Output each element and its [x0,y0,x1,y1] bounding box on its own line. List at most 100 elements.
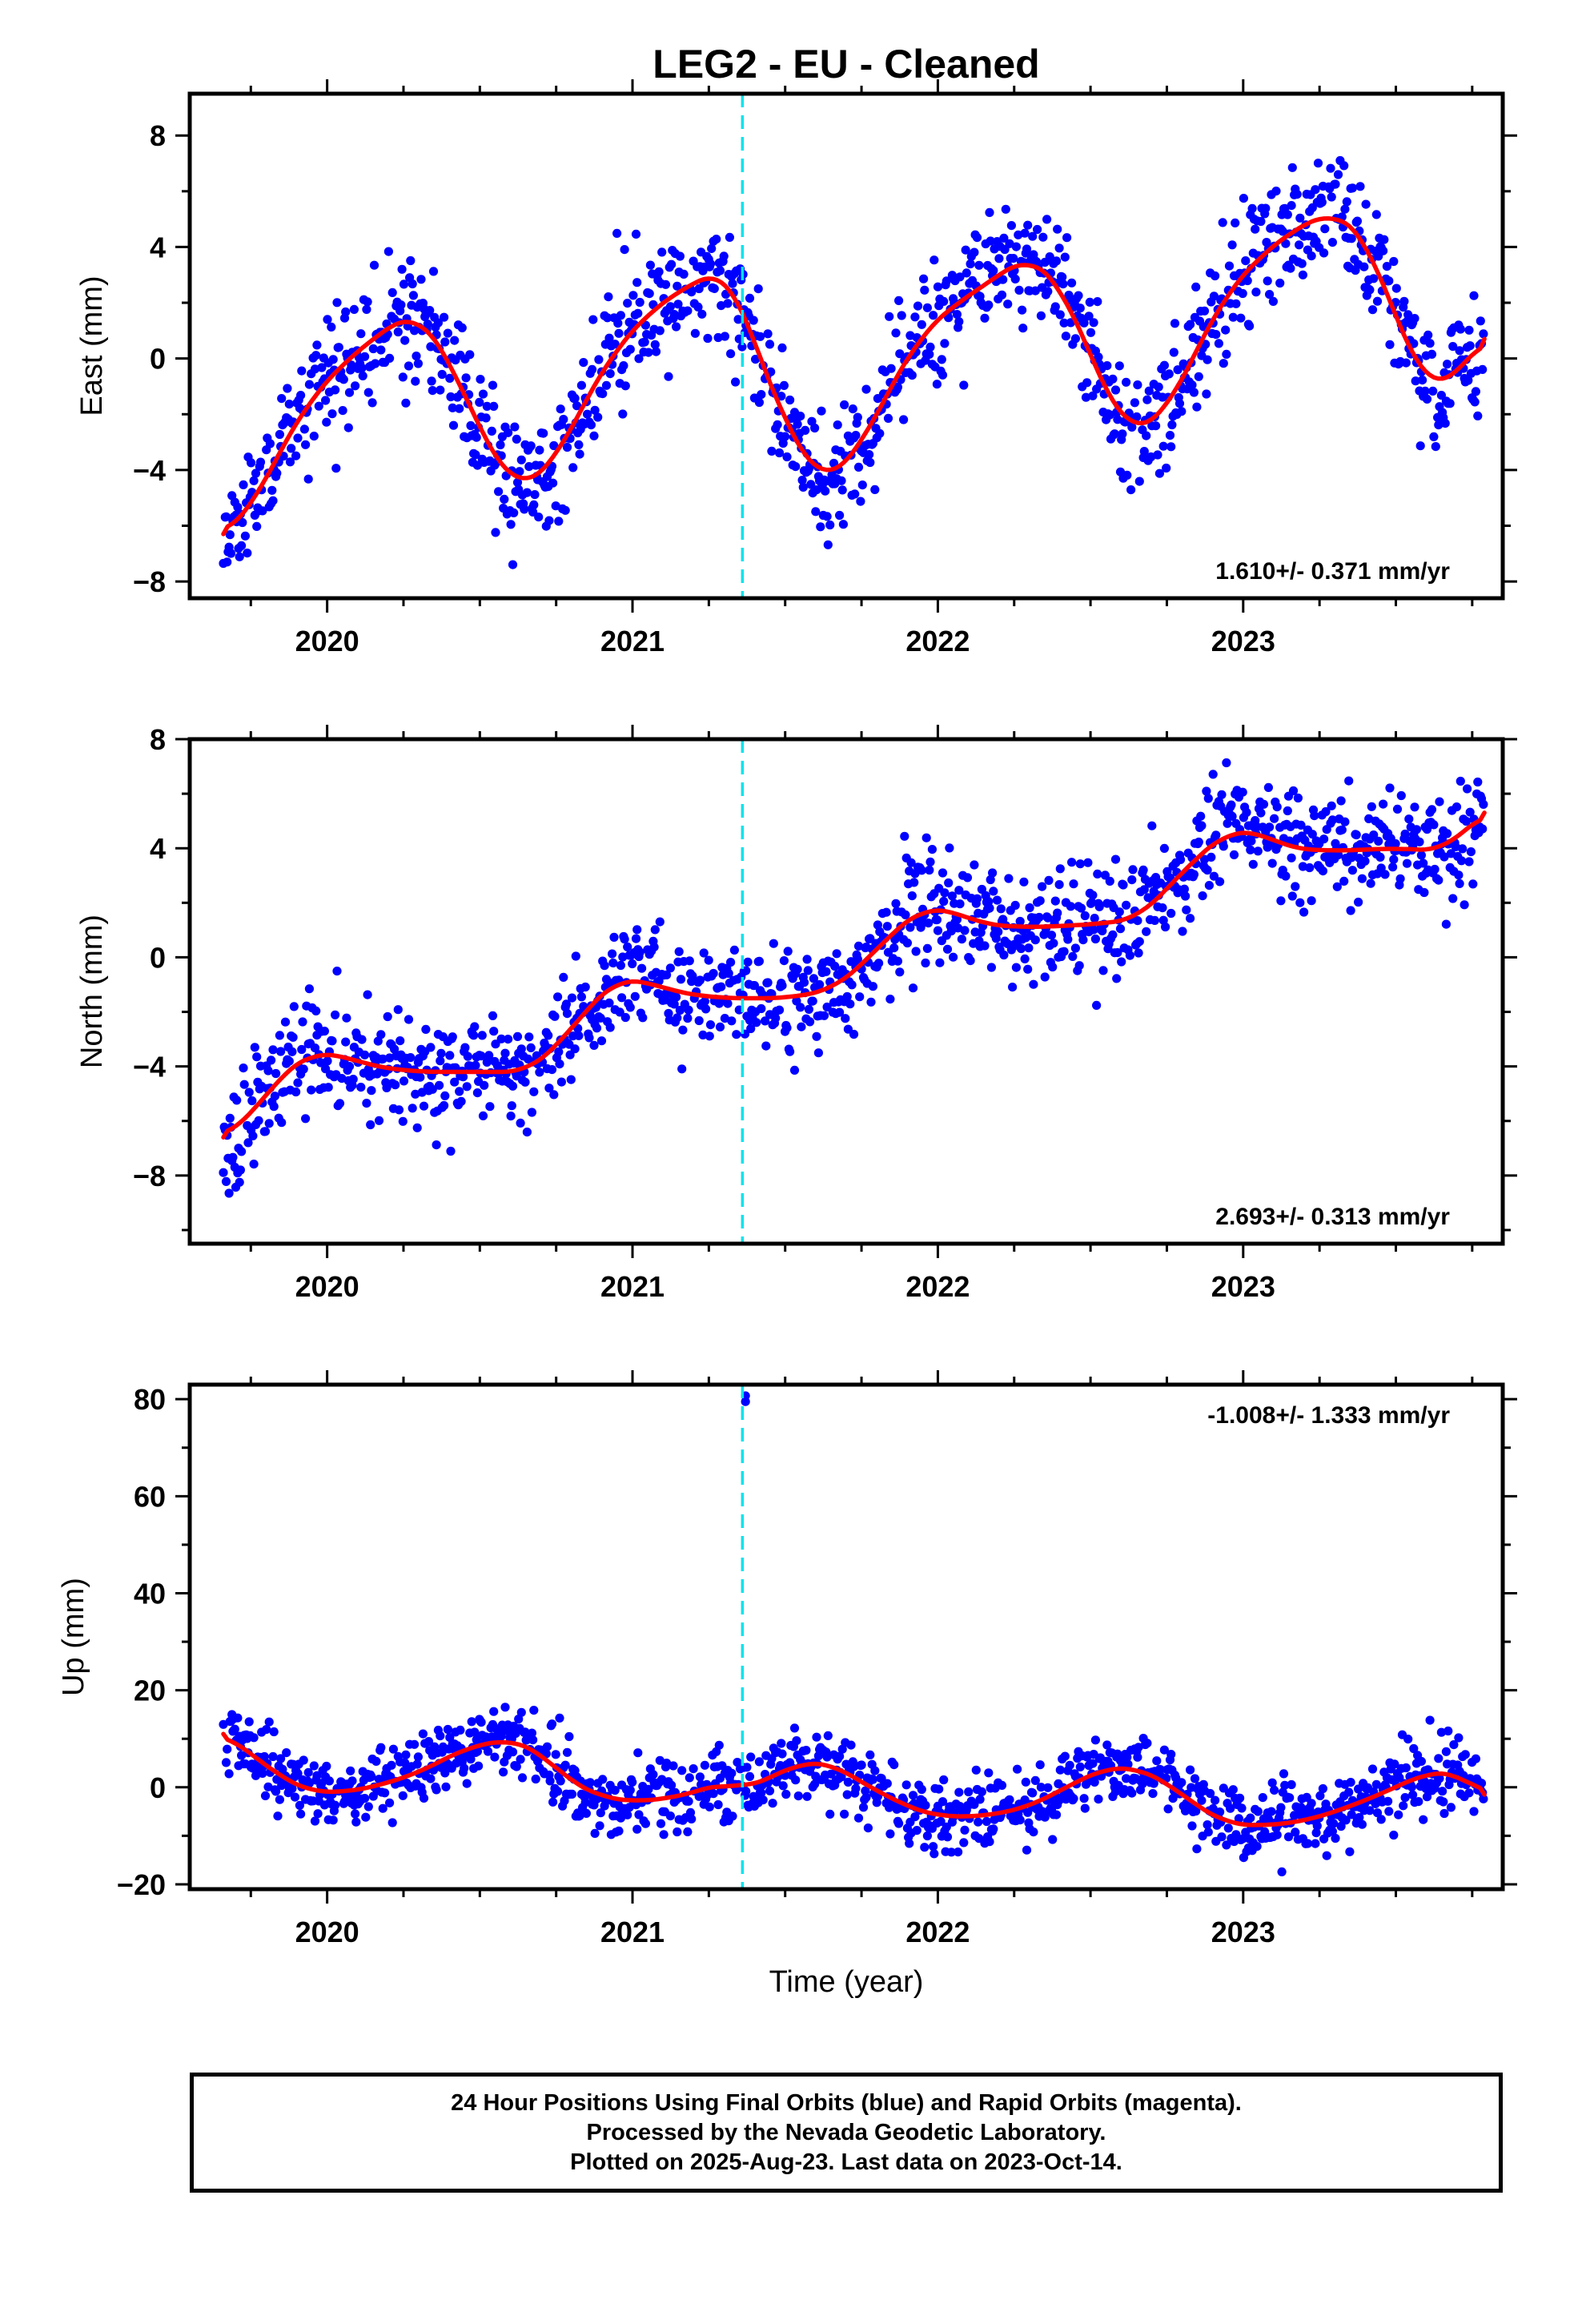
data-point [746,1023,756,1034]
data-point [1034,912,1044,923]
data-point [1347,234,1356,243]
data-point [1347,183,1357,193]
data-point [917,866,926,875]
data-point [801,425,810,436]
data-point [1187,1821,1197,1831]
data-point [1055,310,1065,320]
data-point [1449,1740,1459,1750]
data-point [1327,815,1337,825]
data-point [1053,908,1062,918]
data-point [1043,1783,1053,1792]
data-point [1048,962,1058,972]
data-point [922,303,932,312]
data-point [247,458,256,468]
data-point [695,975,705,985]
data-point [1277,1867,1287,1876]
data-point [662,970,672,979]
data-point [1079,1794,1089,1803]
data-point [419,1793,429,1803]
data-point [458,1072,468,1082]
data-point [1035,1760,1045,1770]
data-point [616,960,626,971]
data-point [570,393,580,403]
data-point [549,1090,559,1100]
data-point [508,1081,518,1091]
y-tick-label: 40 [134,1577,166,1610]
data-point [1118,429,1127,439]
data-point [331,1800,340,1810]
y-tick-label: 0 [150,343,166,376]
data-point [791,462,801,472]
data-point [435,1080,444,1090]
data-point [1159,1745,1169,1755]
data-point [586,420,596,430]
data-point [570,1044,580,1054]
data-point [1422,1792,1432,1802]
data-point [1446,1803,1456,1812]
data-point [1090,934,1100,944]
data-point [285,457,295,467]
data-point [1122,900,1131,910]
data-point [893,382,902,392]
data-point [371,359,380,368]
data-point [335,1099,345,1108]
data-point [289,1002,299,1011]
data-point [1270,814,1279,823]
data-point [580,982,590,992]
data-point [427,376,436,386]
data-point [583,409,592,419]
data-point [1354,897,1363,907]
data-point [1089,318,1098,328]
data-point [821,486,830,496]
data-point [551,501,560,511]
data-point [705,1020,716,1030]
data-point [707,243,717,253]
data-point [754,397,765,408]
data-point [481,413,491,423]
data-point [650,340,660,349]
data-point [625,1785,635,1795]
data-point [1251,287,1261,297]
data-point [998,275,1008,284]
data-point [465,350,475,360]
data-point [1147,821,1157,830]
data-point [612,228,622,238]
data-point [849,1762,859,1771]
data-point [1178,927,1187,936]
data-point [267,485,277,495]
data-point [1344,1787,1354,1797]
data-point [1445,399,1455,408]
data-point [830,961,840,971]
data-point [1317,197,1327,207]
data-point [598,389,608,399]
data-point [1083,858,1093,867]
data-point [984,897,994,907]
data-point [332,967,342,976]
data-point [695,1772,705,1782]
data-point [376,1030,386,1039]
data-point [233,502,243,512]
data-point [1435,797,1444,806]
data-point [779,380,789,390]
data-point [547,1065,557,1075]
data-point [480,1080,489,1090]
data-point [446,1146,456,1156]
data-point [1060,1751,1070,1761]
data-point [549,440,559,451]
data-point [1028,231,1038,241]
data-point [425,306,435,316]
data-point [640,337,649,347]
data-point [247,1096,257,1106]
data-point [437,369,447,380]
data-point [1203,355,1212,364]
data-point [857,480,867,490]
data-point [957,935,966,944]
data-point [323,1083,333,1092]
data-point [1197,821,1207,830]
data-point [942,276,951,286]
data-point [260,1791,271,1800]
data-point [1168,1794,1178,1803]
data-point [440,1091,450,1100]
data-point [848,404,857,414]
data-point [960,926,970,935]
